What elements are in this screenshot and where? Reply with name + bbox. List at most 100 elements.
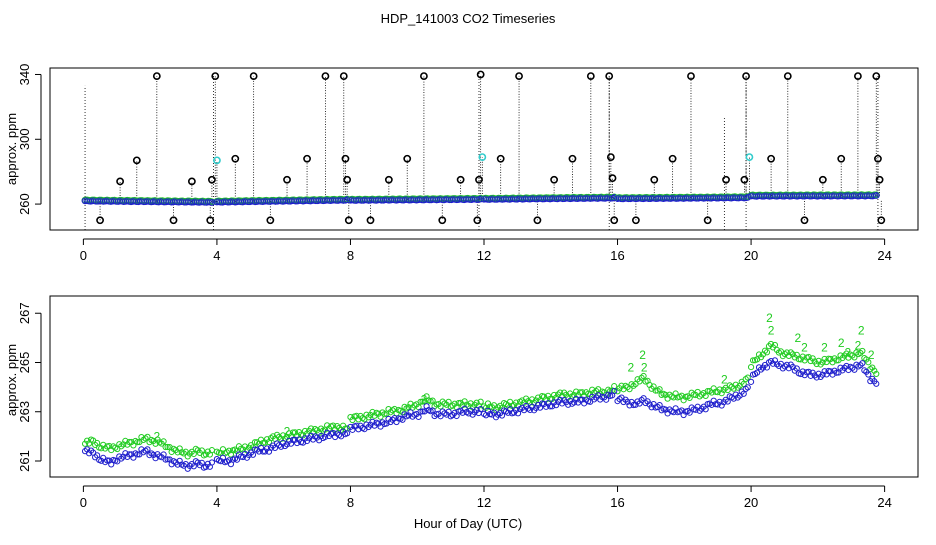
spike-point-black (722, 175, 730, 184)
series-blue-point (626, 402, 633, 409)
series-blue-point (763, 364, 771, 371)
series-blue-point (632, 401, 639, 408)
spike-point-black (206, 216, 215, 225)
series-green-point (640, 372, 647, 380)
series-green-point (763, 349, 771, 356)
y-tick-label: 300 (17, 128, 32, 150)
series-green-peak-label: 2 (855, 338, 862, 352)
series-blue-point (323, 429, 331, 436)
spike-point-black (515, 72, 523, 80)
series-green-point (779, 352, 786, 360)
spike-point-black (668, 154, 677, 163)
series-green-point (720, 386, 727, 393)
x-tick-label: 0 (80, 248, 87, 263)
series-blue-point (718, 402, 725, 409)
series-blue-point (807, 372, 814, 379)
series-green-point (134, 439, 141, 446)
series-green-point (749, 357, 757, 364)
series-blue-point (753, 369, 761, 376)
series-blue-point (614, 398, 621, 405)
series-blue-point (857, 362, 864, 369)
x-tick-label: 4 (213, 495, 220, 510)
series-green-point (449, 402, 456, 409)
series-blue-point (134, 451, 141, 458)
chart-title: HDP_141003 CO2 Timeseries (381, 11, 556, 26)
x-tick-label: 20 (744, 248, 758, 263)
spike-point-black (783, 72, 792, 80)
series-green-point (865, 359, 872, 366)
spike-point-black (475, 175, 483, 184)
series-green-point (849, 352, 856, 359)
series-green-peak-label: 2 (801, 341, 808, 355)
x-tick-label: 24 (877, 495, 891, 510)
series-blue-point (757, 366, 765, 373)
spike-point-black (533, 216, 542, 225)
x-tick-label: 4 (213, 248, 220, 263)
spike-point-black (875, 175, 884, 184)
x-tick-label: 8 (347, 495, 354, 510)
series-green-point (190, 450, 197, 458)
spike-point-black (187, 177, 196, 186)
series-green-point (873, 370, 880, 378)
series-green-point (857, 349, 864, 357)
spike-point-black (476, 70, 485, 79)
series-green-point (317, 425, 325, 432)
series-blue-point (344, 430, 351, 437)
series-blue-point (87, 447, 95, 454)
series-blue-point (126, 451, 133, 458)
series-green-point (387, 409, 394, 416)
series-green-point (439, 398, 446, 405)
spike-point-cyan (745, 153, 754, 161)
series-blue-point (849, 364, 856, 371)
y-tick-label: 265 (17, 352, 32, 374)
series-green-point (813, 360, 820, 368)
series-blue-point (686, 409, 693, 416)
series-blue-point (577, 396, 584, 403)
series-blue-point (603, 396, 610, 403)
series-green-point (869, 364, 876, 371)
series-green-point (291, 429, 299, 436)
spike-point-black (344, 216, 353, 225)
series-blue-point (150, 451, 157, 458)
spike-point-black (586, 72, 595, 80)
series-blue-point (118, 455, 125, 462)
series-blue-point (648, 404, 655, 411)
series-blue-point (399, 416, 406, 423)
series-green-point (334, 423, 341, 430)
baseline-point-blue (610, 194, 618, 202)
series-green-peak-label: 2 (845, 346, 852, 360)
series-green-point (744, 374, 751, 381)
y-tick-label: 267 (17, 302, 32, 324)
spike-point-black (874, 154, 882, 163)
series-green-peak-label: 2 (721, 373, 728, 387)
series-blue-point (281, 442, 289, 450)
series-green-point (419, 398, 426, 405)
spike-point-black (420, 72, 428, 80)
y-tick-label: 340 (17, 64, 32, 86)
series-green-point (375, 410, 382, 417)
spike-point-black (249, 72, 258, 80)
series-green-point (577, 389, 584, 396)
series-green-point (162, 443, 169, 451)
x-tick-label: 20 (744, 495, 758, 510)
series-green-point (289, 429, 297, 436)
baseline-point-blue (343, 196, 351, 204)
x-tick-label: 8 (347, 248, 354, 263)
series-green-peak-label: 2 (838, 336, 845, 350)
series-blue-point (160, 451, 167, 458)
series-blue-point (783, 361, 790, 368)
series-green-point (686, 394, 693, 402)
series-green-point (851, 354, 858, 361)
spike-point-black (132, 156, 141, 165)
spike-point-black (800, 216, 809, 225)
series-blue-point (259, 448, 267, 455)
series-green-point (251, 439, 259, 446)
series-green-point (429, 397, 436, 404)
series-blue-point (654, 403, 661, 411)
series-green-peak-label: 2 (284, 424, 291, 438)
series-green-point (323, 422, 331, 429)
series-blue-point (239, 453, 247, 461)
series-blue-point (815, 370, 822, 377)
